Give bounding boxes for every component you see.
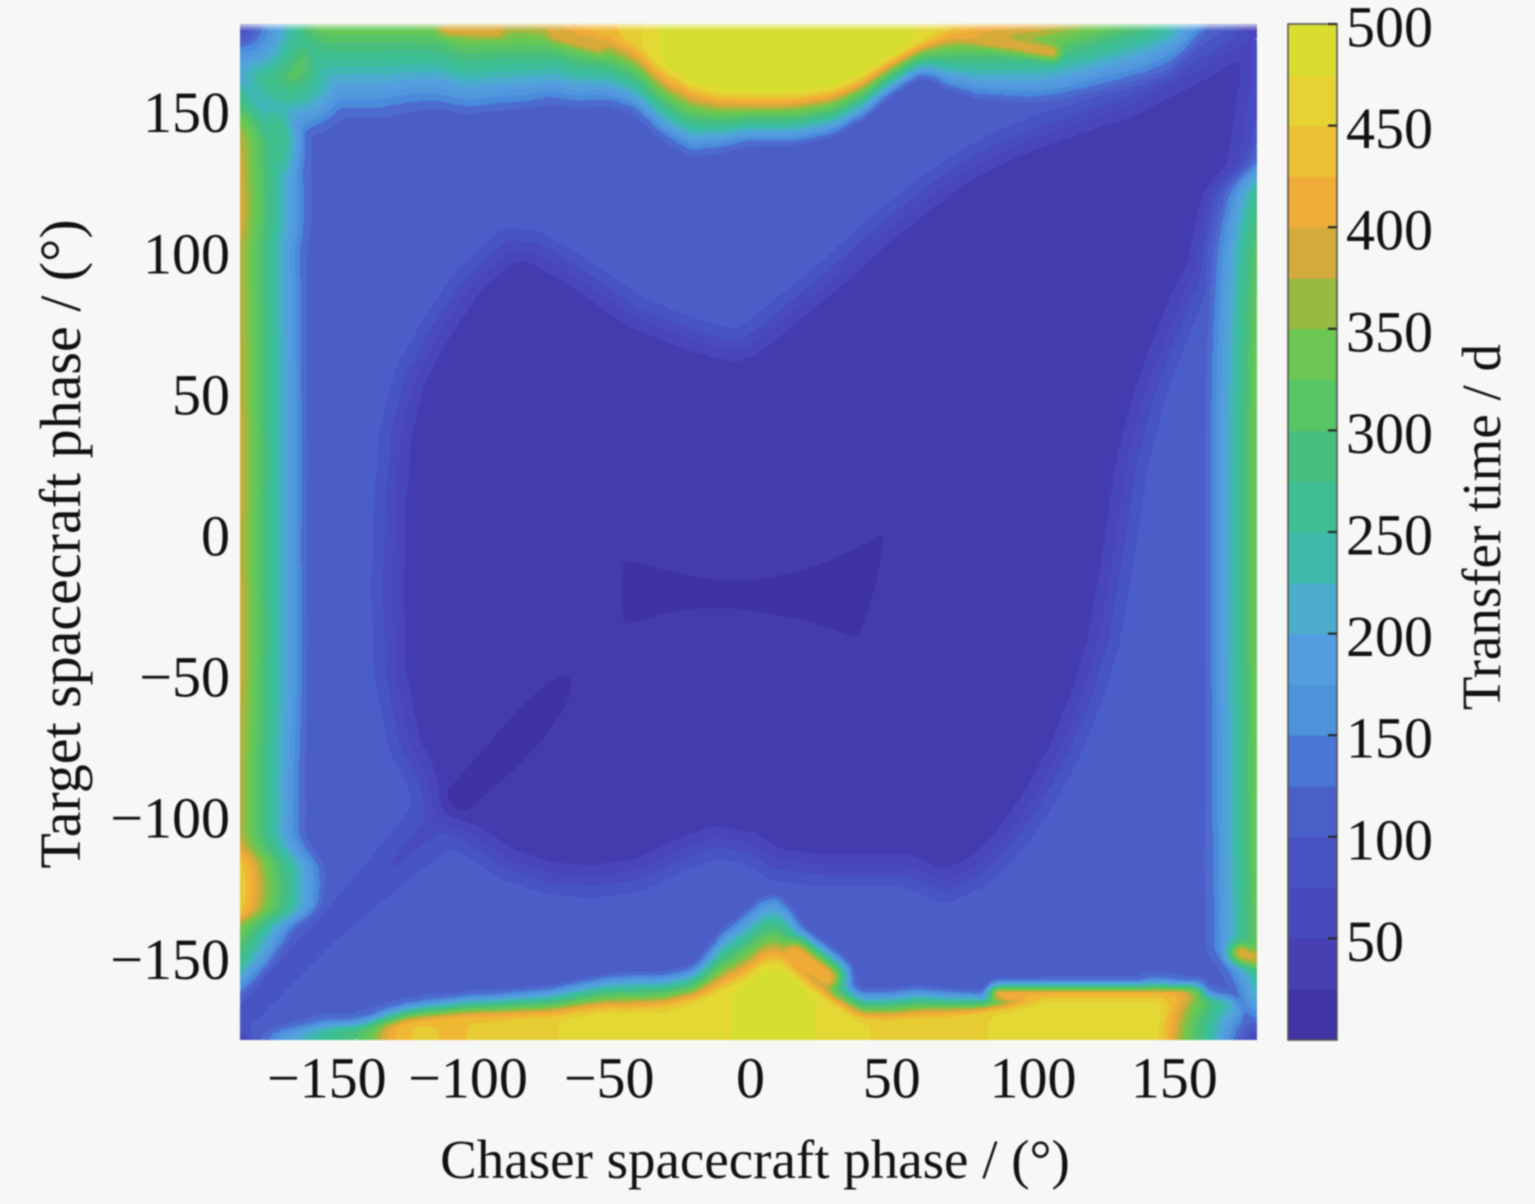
svg-text:150: 150 — [1346, 706, 1433, 771]
svg-text:250: 250 — [1346, 503, 1433, 568]
svg-text:−150: −150 — [267, 1046, 387, 1111]
svg-text:−150: −150 — [110, 927, 230, 992]
svg-text:50: 50 — [172, 362, 230, 427]
svg-text:100: 100 — [990, 1046, 1077, 1111]
svg-text:100: 100 — [1346, 807, 1433, 872]
svg-text:500: 500 — [1346, 0, 1433, 60]
svg-text:−50: −50 — [139, 645, 230, 710]
svg-text:0: 0 — [201, 504, 230, 569]
svg-text:200: 200 — [1346, 604, 1433, 669]
svg-text:−100: −100 — [408, 1046, 528, 1111]
svg-text:Transfer time / d: Transfer time / d — [1451, 344, 1512, 710]
svg-text:100: 100 — [143, 221, 230, 286]
svg-text:50: 50 — [863, 1046, 921, 1111]
svg-text:50: 50 — [1346, 909, 1404, 974]
svg-text:350: 350 — [1346, 299, 1433, 364]
svg-text:400: 400 — [1346, 198, 1433, 263]
svg-text:150: 150 — [1131, 1046, 1218, 1111]
svg-text:300: 300 — [1346, 401, 1433, 466]
svg-text:150: 150 — [143, 80, 230, 145]
svg-text:Chaser spacecraft phase / (°): Chaser spacecraft phase / (°) — [440, 1129, 1070, 1190]
svg-text:−50: −50 — [564, 1046, 655, 1111]
svg-text:450: 450 — [1346, 96, 1433, 161]
svg-text:Target spacecraft phase / (°): Target spacecraft phase / (°) — [28, 219, 93, 868]
svg-text:0: 0 — [736, 1046, 765, 1111]
svg-text:−100: −100 — [110, 786, 230, 851]
